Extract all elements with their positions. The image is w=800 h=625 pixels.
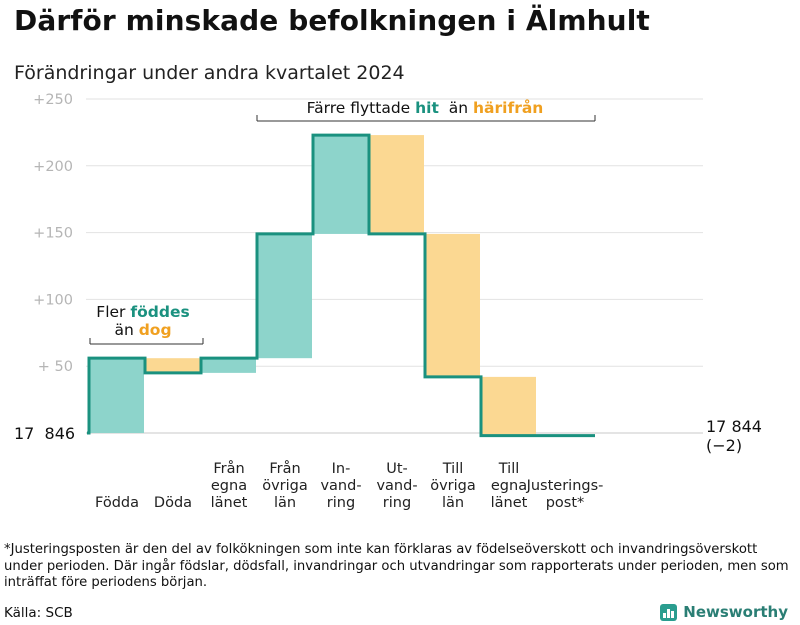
x-tick-label: Till övriga län: [430, 461, 476, 511]
bar: [258, 233, 312, 359]
waterfall-chart: +250 +200 +150 +100 + 50 Födda Döda Från egna lä…: [14, 92, 762, 511]
annotation-migration-text: Färre flyttade hit än härifrån: [307, 98, 544, 117]
x-tick-label: Från egna länet: [211, 460, 248, 511]
y-tick-label: + 50: [38, 359, 73, 375]
bar: [370, 135, 424, 234]
annotation-migration: Färre flyttade hit än härifrån: [256, 98, 596, 122]
annotation-migration-bracket: [256, 115, 596, 122]
x-tick-label: Justerings-post*: [526, 478, 604, 511]
brand-name: Newsworthy: [683, 603, 788, 621]
annotation-births-bracket: [89, 338, 204, 345]
brand-logo: Newsworthy: [660, 603, 788, 621]
annotation-highlight-dog: dog: [139, 321, 172, 339]
annotation-births-line2: än dog: [114, 321, 171, 339]
annotation-highlight-harifran: härifrån: [473, 98, 543, 117]
chart-subtitle: Förändringar under andra kvartalet 2024: [14, 62, 405, 84]
bar: [146, 358, 200, 373]
bar: [482, 376, 536, 436]
x-tick-label: Födda: [95, 495, 139, 511]
bar: [202, 358, 256, 373]
step-line: [87, 133, 595, 438]
end-value-label: 17 844: [706, 417, 762, 436]
x-tick-label: Till egna länet: [491, 461, 528, 511]
y-tick-label: +100: [33, 292, 73, 308]
chart-title: Därför minskade befolkningen i Älmhult: [14, 4, 650, 37]
footnote: *Justeringsposten är den del av folkökni…: [4, 542, 789, 590]
bars: [87, 133, 595, 438]
source: Källa: SCB: [4, 605, 73, 621]
y-axis-ticks: +250 +200 +150 +100 + 50: [33, 92, 73, 375]
annotation-births: Fler föddes än dog: [89, 303, 204, 345]
annotation-births-line1: Fler föddes: [96, 303, 189, 321]
x-tick-label: Ut-vand-ring: [376, 461, 417, 511]
bar: [426, 233, 480, 377]
end-change-label: (−2): [706, 436, 742, 455]
bar: [314, 135, 368, 234]
bar: [90, 358, 144, 433]
y-tick-label: +150: [33, 226, 73, 242]
x-axis-labels: Födda Döda Från egna länet Från övriga län In-va…: [95, 460, 603, 511]
start-value-label: 17 846: [14, 424, 75, 443]
x-tick-label: Från övriga län: [262, 460, 308, 511]
y-tick-label: +250: [33, 92, 73, 108]
newsworthy-icon: [660, 603, 678, 621]
annotation-highlight-foddes: föddes: [130, 303, 189, 321]
x-tick-label: Döda: [154, 495, 192, 511]
x-tick-label: In-vand-ring: [320, 461, 361, 511]
y-tick-label: +200: [33, 159, 73, 175]
annotation-highlight-hit: hit: [415, 99, 439, 117]
